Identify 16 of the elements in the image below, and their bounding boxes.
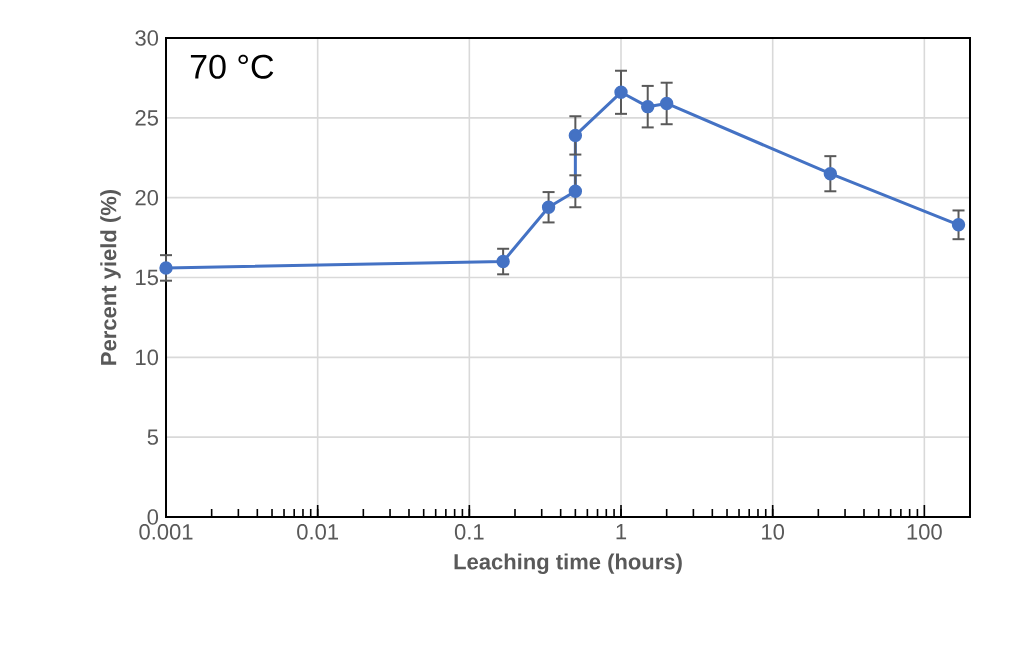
y-tick-label: 25 bbox=[135, 110, 158, 126]
x-axis-title: Leaching time (hours) bbox=[454, 553, 682, 574]
y-tick-label: 5 bbox=[147, 429, 158, 445]
x-tick-label: 1 bbox=[616, 524, 627, 540]
x-tick-label: 0.01 bbox=[297, 524, 339, 540]
y-tick-label: 0 bbox=[147, 509, 159, 525]
y-axis-title: Percent yield (%) bbox=[100, 189, 121, 365]
y-tick-label: 20 bbox=[135, 189, 159, 206]
annotation: 70 °C bbox=[190, 54, 274, 79]
y-tick-label: 10 bbox=[136, 349, 159, 366]
x-tick-label: 100 bbox=[907, 524, 942, 540]
y-tick-label: 30 bbox=[135, 30, 159, 46]
x-tick-label: 0.1 bbox=[454, 524, 484, 540]
x-tick-label: 0.001 bbox=[139, 524, 193, 540]
x-tick-label: 10 bbox=[762, 524, 785, 540]
y-tick-label: 15 bbox=[136, 269, 158, 286]
